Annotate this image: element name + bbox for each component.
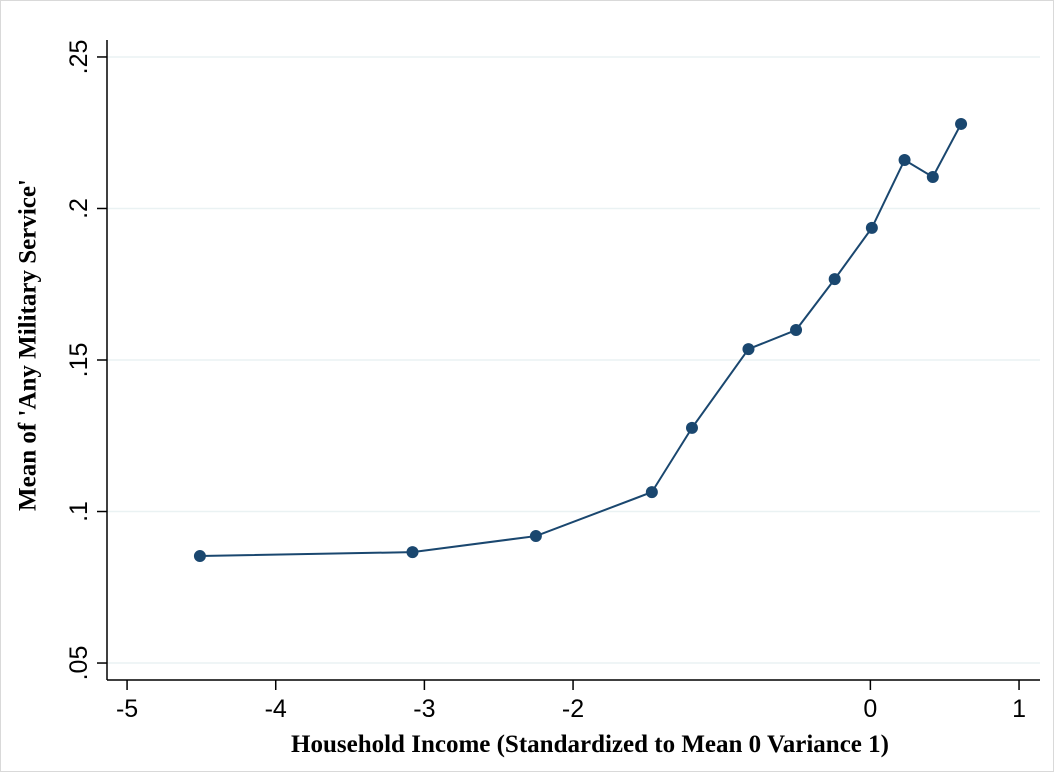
- marker: [685, 421, 698, 434]
- marker: [193, 550, 206, 563]
- x-tick-label: -3: [413, 695, 435, 723]
- marker: [865, 221, 878, 234]
- marker: [955, 117, 968, 130]
- marker: [406, 546, 419, 559]
- x-tick-label: -2: [562, 695, 584, 723]
- marker: [828, 273, 841, 286]
- marker: [529, 530, 542, 543]
- y-tick-label: .1: [65, 501, 93, 522]
- marker: [926, 170, 939, 183]
- marker: [645, 486, 658, 499]
- y-tick-label: .15: [65, 343, 93, 378]
- x-tick-label: 0: [863, 695, 877, 723]
- y-tick-label: .25: [65, 40, 93, 75]
- marker: [790, 324, 803, 336]
- marker: [898, 154, 911, 166]
- x-tick-label: -5: [116, 695, 138, 723]
- y-axis-title: Mean of 'Any Military Service': [15, 179, 42, 511]
- x-axis-title: Household Income (Standardized to Mean 0…: [291, 731, 889, 758]
- y-tick-label: .05: [65, 646, 93, 681]
- x-tick-label: 1: [1012, 695, 1026, 723]
- x-tick-label: -4: [265, 695, 287, 723]
- marker: [742, 343, 755, 356]
- y-tick-label: .2: [65, 198, 93, 219]
